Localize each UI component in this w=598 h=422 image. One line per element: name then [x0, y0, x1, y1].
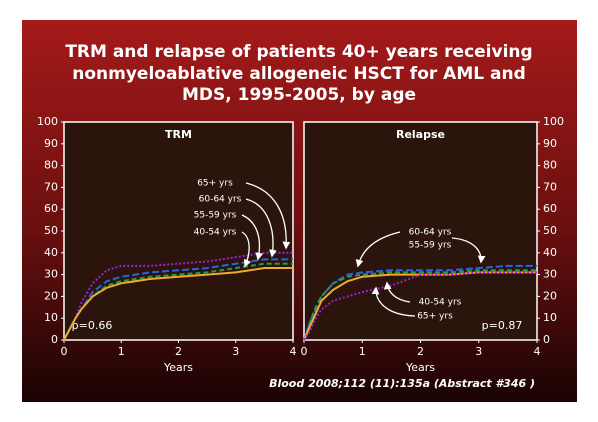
arrow: [371, 286, 416, 317]
panel-title: Relapse: [396, 128, 445, 141]
x-tick-label: 1: [118, 345, 125, 358]
p-value: p=0.87: [482, 319, 523, 332]
arrow: [355, 231, 401, 268]
y-tick-label: 10: [543, 311, 557, 324]
y-tick-label: 60: [44, 202, 58, 215]
arrow: [245, 182, 291, 250]
y-tick-label: 30: [543, 268, 557, 281]
series-label: 40-54 yrs: [419, 298, 462, 308]
arrow: [383, 281, 411, 303]
x-tick-label: 4: [290, 345, 297, 358]
y-tick-label: 20: [543, 289, 557, 302]
arrow: [241, 231, 252, 268]
title-line: nonmyeloablative allogeneic HSCT for AML…: [72, 64, 526, 84]
plot-area: [303, 121, 538, 341]
y-tick-label: 100: [37, 115, 58, 128]
y-tick-label: 30: [44, 268, 58, 281]
x-tick-label: 2: [417, 345, 424, 358]
x-tick-label: 1: [359, 345, 366, 358]
y-tick-label: 80: [44, 159, 58, 172]
x-tick-label: 0: [301, 345, 308, 358]
y-tick-label: 100: [543, 115, 564, 128]
x-tick-label: 3: [232, 345, 239, 358]
y-tick-label: 40: [44, 246, 58, 259]
arrow: [451, 237, 486, 264]
y-tick-label: 70: [44, 180, 58, 193]
x-axis-label: Years: [405, 361, 435, 374]
y-tick-label: 80: [543, 159, 557, 172]
arrow: [241, 214, 264, 261]
arrow: [245, 198, 277, 258]
y-tick-label: 20: [44, 289, 58, 302]
title-line: TRM and relapse of patients 40+ years re…: [65, 42, 532, 62]
y-tick-label: 90: [44, 137, 58, 150]
series-line: [63, 267, 293, 341]
x-tick-label: 4: [534, 345, 541, 358]
x-tick-label: 3: [475, 345, 482, 358]
series-label: 55-59 yrs: [194, 211, 237, 221]
series-label: 55-59 yrs: [409, 241, 452, 251]
series-line: [303, 271, 537, 341]
citation: Blood 2008;112 (11):135a (Abstract #346 …: [269, 377, 535, 390]
y-tick-label: 0: [51, 333, 58, 346]
series-label: 40-54 yrs: [194, 228, 237, 238]
series-label: 65+ yrs: [197, 179, 233, 189]
y-tick-label: 50: [543, 224, 557, 237]
y-tick-label: 0: [543, 333, 550, 346]
y-tick-label: 60: [543, 202, 557, 215]
p-value: p=0.66: [72, 319, 113, 332]
panel-title: TRM: [165, 128, 192, 141]
series-label: 60-64 yrs: [199, 195, 242, 205]
y-tick-label: 50: [44, 224, 58, 237]
series-label: 65+ yrs: [417, 312, 453, 322]
x-axis-label: Years: [163, 361, 193, 374]
x-tick-label: 0: [61, 345, 68, 358]
x-tick-label: 2: [175, 345, 182, 358]
plot-area: [63, 121, 294, 341]
series-line: [303, 269, 537, 341]
series-label: 60-64 yrs: [409, 228, 452, 238]
title-line: MDS, 1995-2005, by age: [182, 85, 416, 105]
y-tick-label: 90: [543, 137, 557, 150]
series-line: [303, 271, 537, 341]
arrows: [241, 182, 486, 317]
y-tick-label: 40: [543, 246, 557, 259]
y-tick-label: 10: [44, 311, 58, 324]
y-tick-label: 70: [543, 180, 557, 193]
